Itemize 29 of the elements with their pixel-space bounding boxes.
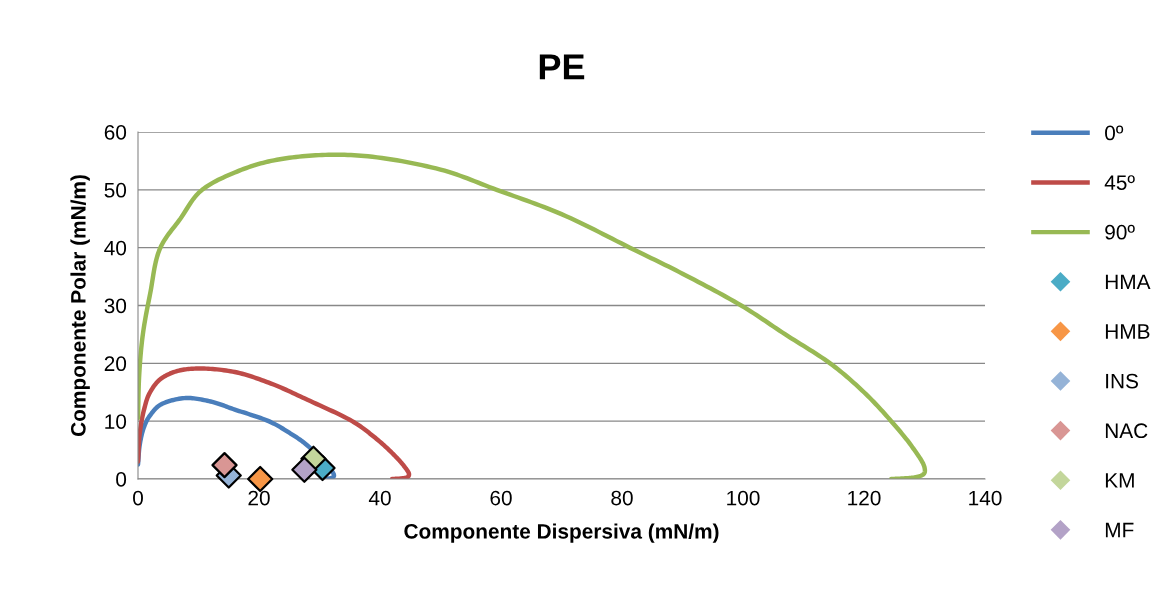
y-axis-title: Componente Polar (mN/m) [70,175,90,437]
legend-label: 90º [1105,224,1135,240]
y-tick-label: 40 [104,240,127,256]
x-axis-title: Componente Dispersiva (mN/m) [404,523,719,543]
x-tick-label: 40 [368,490,391,506]
legend-label: 0º [1105,125,1124,141]
y-tick-label: 20 [104,356,127,372]
legend-label: NAC [1105,423,1148,439]
legend-label: HMB [1105,324,1150,339]
x-tick-label: 60 [490,490,512,506]
x-tick-label: 100 [727,490,760,506]
legend-label: HMA [1105,274,1151,290]
x-tick-label: 80 [611,490,633,506]
y-tick-label: 0 [116,472,127,487]
y-tick-label: 30 [104,298,127,314]
legend-label: 45º [1104,175,1135,190]
legend-label: MF [1105,522,1134,538]
chart-title: PE [539,54,585,80]
point [211,451,238,479]
point [291,456,318,483]
y-tick-label: 60 [104,125,127,140]
y-tick-label: 50 [104,182,127,198]
x-tick-label: 140 [969,490,1002,506]
legend-label: KM [1105,473,1134,488]
x-tick-label: 20 [248,490,270,506]
y-tick-label: 10 [105,414,127,429]
legend-label: INS [1106,373,1138,389]
x-tick-label: 120 [848,490,881,506]
x-tick-label: 0 [133,490,143,506]
